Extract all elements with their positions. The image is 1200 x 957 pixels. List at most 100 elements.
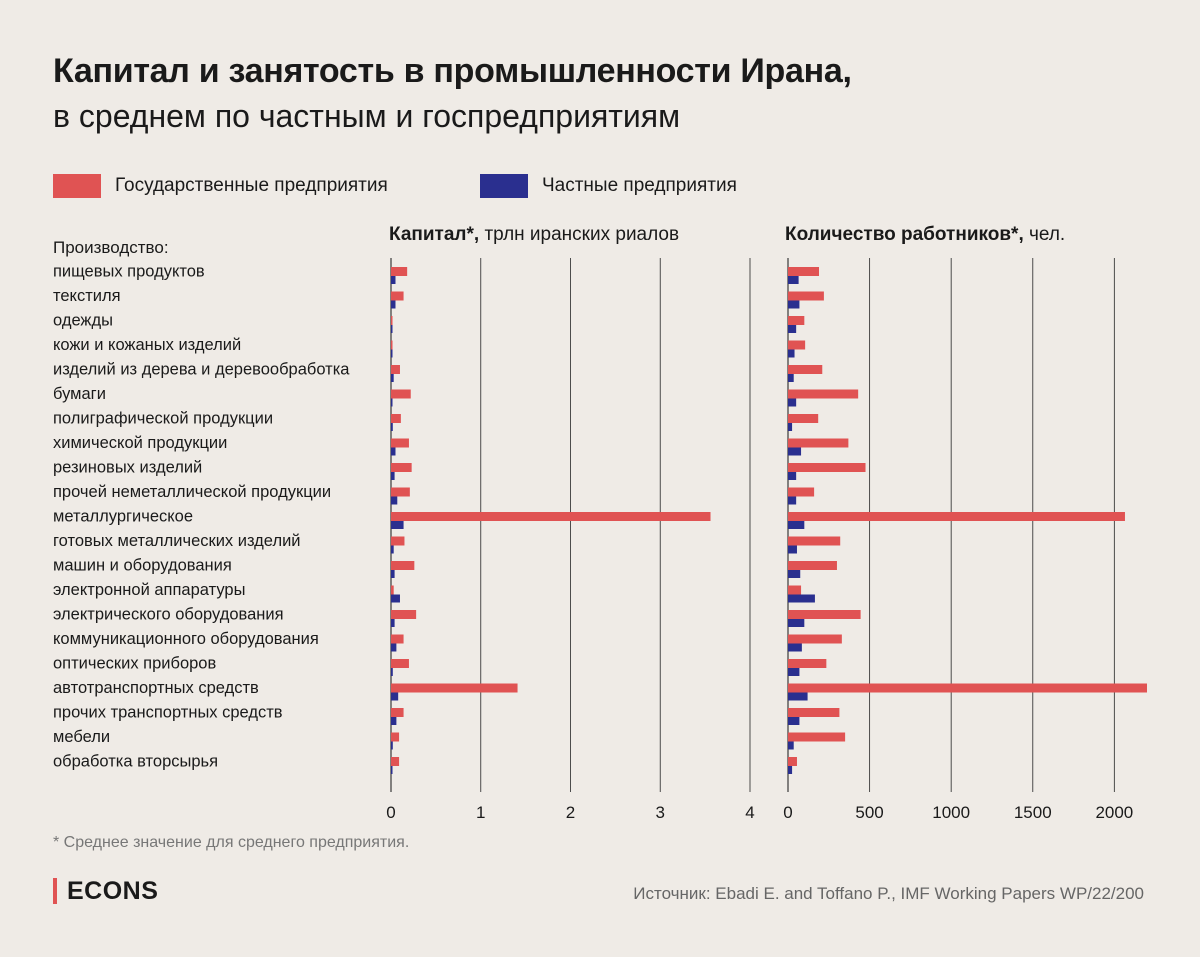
bar-private xyxy=(391,398,393,407)
bar-state xyxy=(391,757,400,766)
bar-private xyxy=(391,349,393,358)
bar-private xyxy=(391,570,395,578)
workers-panel-title-bold: Количество работников*, xyxy=(785,224,1024,245)
x-tick-label: 1 xyxy=(476,803,485,822)
bar-state xyxy=(391,512,711,521)
bar-private xyxy=(788,398,797,407)
bar-private xyxy=(391,276,396,284)
bar-state xyxy=(788,316,805,325)
bar-state xyxy=(788,414,819,423)
category-label: электрического оборудования xyxy=(53,605,284,623)
bar-private xyxy=(391,423,393,431)
bar-private xyxy=(788,545,797,554)
bar-private xyxy=(788,276,799,284)
capital-panel-title: Капитал*, трлн иранских риалов xyxy=(389,224,679,246)
legend-swatch-private xyxy=(480,174,528,198)
x-tick-label: 1500 xyxy=(1014,803,1052,822)
bar-private xyxy=(391,545,394,554)
bar-state xyxy=(391,610,417,619)
bar-private xyxy=(788,570,801,578)
x-tick-label: 4 xyxy=(745,803,754,822)
category-label: мебели xyxy=(53,728,110,746)
category-label: оптических приборов xyxy=(53,654,216,672)
category-label: машин и оборудования xyxy=(53,556,232,574)
bar-private xyxy=(788,325,797,333)
chart-subtitle: в среднем по частным и госпредприятиям xyxy=(53,98,681,134)
bar-state xyxy=(391,487,410,497)
category-label: автотранспортных средств xyxy=(53,679,259,697)
category-label: химической продукции xyxy=(53,434,227,452)
bar-private xyxy=(391,300,396,309)
category-label: одежды xyxy=(53,311,113,329)
workers-panel-title-unit: чел. xyxy=(1023,224,1066,245)
bar-state xyxy=(391,267,408,276)
bar-state xyxy=(788,708,840,717)
bar-private xyxy=(391,692,399,701)
legend-item-private: Частные предприятия xyxy=(480,173,737,199)
bar-private xyxy=(391,521,404,529)
bar-state xyxy=(788,365,823,374)
bar-state xyxy=(788,536,841,546)
category-label: готовых металлических изделий xyxy=(53,532,301,550)
x-tick-label: 3 xyxy=(656,803,665,822)
bar-private xyxy=(788,766,793,774)
bar-private xyxy=(391,717,397,725)
bar-private xyxy=(391,668,393,676)
bar-private xyxy=(391,619,395,627)
bar-state xyxy=(788,340,806,350)
bar-private xyxy=(788,423,793,431)
bar-state xyxy=(788,463,866,472)
bar-private xyxy=(391,496,398,505)
bar-state xyxy=(788,610,861,619)
bar-state xyxy=(391,463,412,472)
bar-state xyxy=(391,438,409,448)
bar-private xyxy=(391,766,393,774)
category-label: пищевых продуктов xyxy=(53,262,205,280)
category-label: резиновых изделий xyxy=(53,458,202,476)
brand-bar xyxy=(53,878,57,904)
x-tick-label: 0 xyxy=(386,803,395,822)
bar-private xyxy=(391,594,400,603)
bar-state xyxy=(391,634,404,644)
bar-state xyxy=(788,512,1125,521)
x-tick-label: 0 xyxy=(783,803,792,822)
bar-state xyxy=(788,438,849,448)
bar-state xyxy=(391,585,394,595)
category-label: металлургическое xyxy=(53,507,193,525)
bar-private xyxy=(788,741,794,750)
brand-logo: ECONS xyxy=(53,876,158,906)
bar-state xyxy=(788,683,1147,693)
bar-state xyxy=(788,561,837,570)
chart-title: Капитал и занятость в промышленности Ира… xyxy=(53,52,852,90)
workers-panel-title: Количество работников*, чел. xyxy=(785,224,1065,246)
legend-swatch-state xyxy=(53,174,101,198)
bar-state xyxy=(391,414,401,423)
legend-label-private: Частные предприятия xyxy=(542,175,737,196)
bar-private xyxy=(788,300,800,309)
bar-state xyxy=(391,291,404,301)
brand-name: ECONS xyxy=(67,876,159,905)
bar-private xyxy=(788,668,800,676)
x-tick-label: 500 xyxy=(855,803,883,822)
bar-state xyxy=(391,732,400,742)
bar-private xyxy=(788,717,800,725)
category-label: прочих транспортных средств xyxy=(53,703,283,721)
bar-private xyxy=(788,374,794,382)
bar-private xyxy=(788,496,797,505)
bar-state xyxy=(391,316,393,325)
bar-state xyxy=(391,561,415,570)
legend-label-state: Государственные предприятия xyxy=(115,175,388,196)
bar-private xyxy=(788,594,815,603)
category-label: коммуникационного оборудования xyxy=(53,630,319,648)
bar-private xyxy=(788,472,797,480)
bar-private xyxy=(391,472,395,480)
bar-state xyxy=(788,267,820,276)
bar-state xyxy=(391,365,400,374)
bar-state xyxy=(788,732,846,742)
bar-state xyxy=(788,585,802,595)
category-label: обработка вторсырья xyxy=(53,752,218,770)
bar-private xyxy=(391,374,394,382)
bar-private xyxy=(788,521,805,529)
bar-state xyxy=(788,659,827,668)
